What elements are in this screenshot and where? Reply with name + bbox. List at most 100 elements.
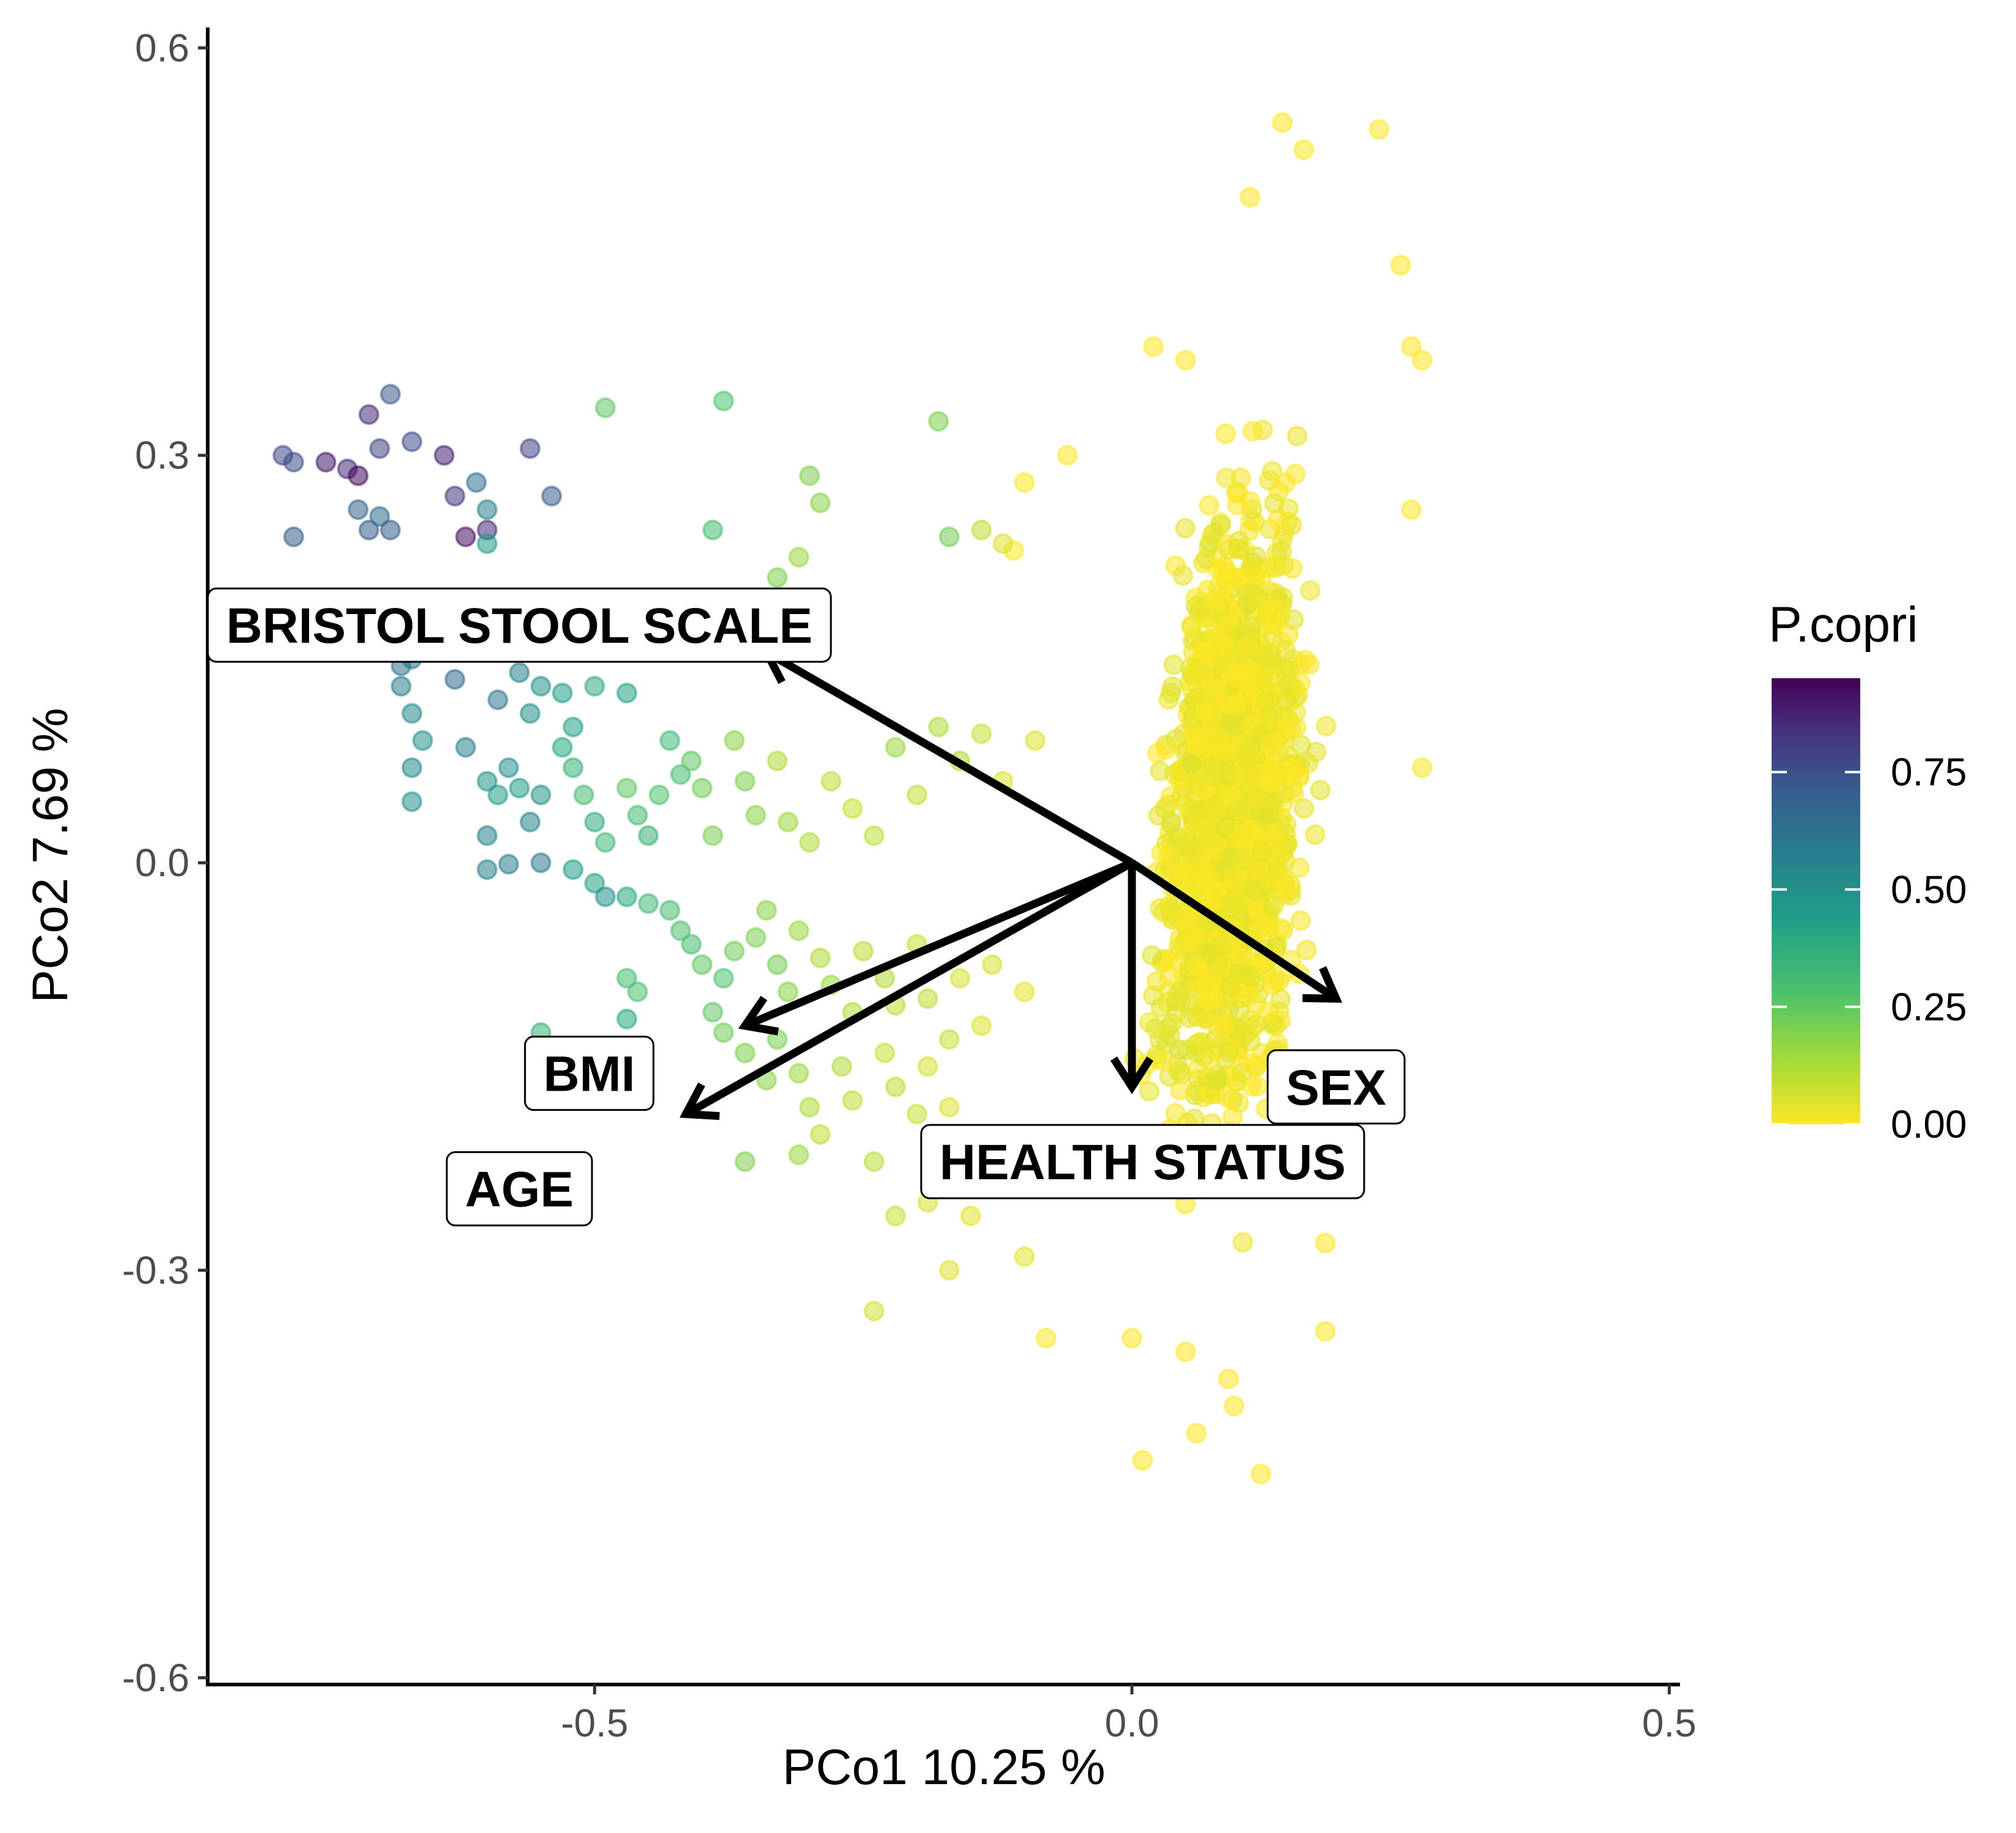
data-point [820, 770, 842, 792]
data-point [723, 940, 745, 962]
data-point [1219, 896, 1241, 917]
data-point [638, 825, 659, 846]
data-point [1202, 722, 1223, 744]
data-point [863, 1151, 885, 1173]
biplot-label-text: BRISTOL STOOL SCALE [226, 598, 813, 654]
data-point [702, 825, 723, 846]
data-point [1159, 965, 1180, 987]
data-point [1262, 794, 1283, 816]
data-point [928, 716, 949, 737]
data-point [1194, 641, 1215, 662]
data-point [1013, 472, 1035, 493]
data-point [1235, 747, 1257, 769]
data-point [885, 1076, 906, 1097]
data-point [498, 854, 519, 875]
data-point [1218, 693, 1239, 715]
data-point [1218, 1368, 1240, 1389]
data-point [853, 940, 874, 962]
data-point [1282, 558, 1303, 579]
data-point [1143, 336, 1164, 357]
biplot-labels: BRISTOL STOOL SCALE SEX HEALTH STATUS BMI AG… [206, 587, 1406, 1227]
data-point [638, 893, 659, 914]
legend-ticks: 0.00 0.25 0.50 0.75 [1772, 750, 1967, 1146]
data-point [1265, 971, 1286, 992]
data-point [713, 1022, 734, 1043]
data-point [809, 492, 831, 514]
data-point [1211, 559, 1233, 580]
data-point [1274, 472, 1296, 494]
data-point [498, 757, 519, 778]
biplot-label-text: SEX [1286, 1060, 1386, 1116]
axes [206, 27, 1680, 1686]
data-point [1186, 955, 1207, 976]
data-point [1216, 467, 1237, 489]
data-point [767, 567, 788, 588]
data-point [1229, 1000, 1250, 1022]
data-point [971, 1015, 992, 1036]
data-point [938, 1097, 960, 1118]
data-point [315, 452, 337, 473]
data-point [1276, 814, 1297, 835]
data-point [1181, 753, 1203, 775]
data-point [907, 1103, 928, 1125]
data-point [1233, 849, 1254, 871]
data-point [627, 981, 648, 1003]
data-point [358, 404, 379, 425]
arrow-health-status [1110, 863, 1154, 1094]
legend-title: P.copri [1769, 597, 1918, 653]
biplot-arrows [679, 646, 1343, 1121]
data-point [938, 526, 960, 547]
legend-tick-label: 0.50 [1891, 868, 1967, 912]
data-point [594, 886, 616, 907]
data-point [648, 784, 670, 805]
x-tick-label: 0.0 [1105, 1701, 1159, 1745]
data-point [455, 526, 477, 547]
data-point [1232, 822, 1253, 843]
data-point [1299, 580, 1321, 601]
data-point [1175, 907, 1197, 928]
y-tick-label: 0.0 [135, 841, 189, 885]
data-point [1210, 515, 1232, 536]
data-point [1024, 730, 1046, 752]
data-point [1263, 555, 1284, 576]
data-point [1149, 760, 1171, 781]
data-point [616, 886, 638, 907]
data-point [519, 438, 541, 459]
data-point [1230, 566, 1252, 588]
data-point [1218, 539, 1240, 560]
label-age: AGE [445, 1151, 593, 1227]
data-point [1240, 491, 1261, 512]
data-point [1035, 1328, 1057, 1349]
data-point [885, 1206, 906, 1227]
data-point [1293, 798, 1315, 819]
data-point [1141, 945, 1163, 966]
data-point [369, 438, 390, 459]
data-point [487, 784, 508, 805]
data-point [1278, 498, 1299, 519]
data-point [1169, 927, 1191, 949]
legend-tick-label: 0.75 [1891, 750, 1967, 794]
data-point [788, 1063, 809, 1084]
colorbar [1772, 678, 1860, 1124]
data-point [1251, 841, 1273, 863]
data-point [1232, 1232, 1254, 1253]
data-point [1057, 445, 1078, 466]
data-point [842, 1090, 863, 1111]
biplot-label-text: HEALTH STATUS [940, 1135, 1346, 1190]
data-point [982, 954, 1003, 975]
data-point [1151, 843, 1172, 864]
x-axis-ticks: -0.5 0.0 0.5 [561, 1685, 1696, 1745]
data-point [777, 811, 798, 833]
data-point [1242, 420, 1263, 442]
data-point [681, 934, 702, 955]
data-point [907, 784, 928, 805]
data-point [627, 805, 648, 826]
arrow-sex [1130, 859, 1343, 1003]
data-point [917, 1056, 938, 1077]
data-point [938, 1029, 960, 1050]
data-point [444, 669, 466, 690]
data-point [1221, 664, 1242, 686]
x-tick-label: -0.5 [561, 1701, 628, 1745]
label-bristol-stool-scale: BRISTOL STOOL SCALE [206, 587, 832, 663]
data-point [1189, 1031, 1210, 1053]
